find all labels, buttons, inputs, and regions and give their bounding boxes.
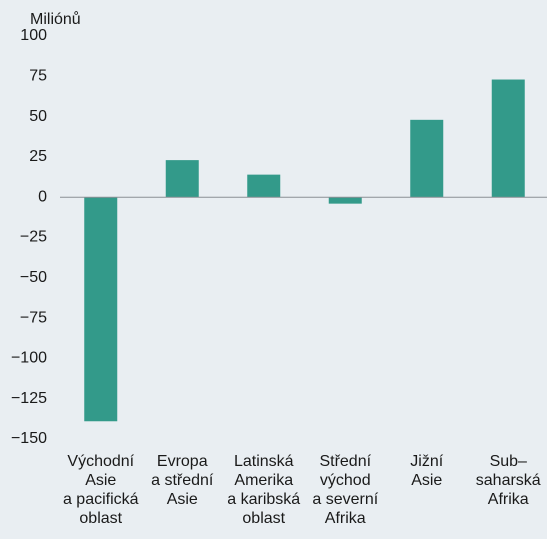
y-tick-label: 25 <box>29 148 47 165</box>
bar <box>247 174 281 198</box>
y-tick-label: −75 <box>20 309 47 326</box>
bar <box>165 160 199 198</box>
y-tick-label: 50 <box>29 108 47 125</box>
x-tick-label: Evropa a střední Asie <box>151 453 214 508</box>
bar <box>84 197 118 422</box>
y-tick-label: 100 <box>20 27 47 44</box>
x-tick-label: Latinská Amerika a karibská oblast <box>227 453 301 527</box>
y-tick-label: −100 <box>11 350 47 367</box>
y-tick-label: −50 <box>20 269 47 286</box>
x-tick-label: Sub– saharská Afrika <box>475 453 541 508</box>
y-tick-label: 75 <box>29 68 47 85</box>
bar <box>328 197 362 204</box>
bar <box>410 119 444 198</box>
y-axis-label: Miliónů <box>30 10 81 28</box>
x-tick-label: Jižní Asie <box>410 453 444 489</box>
y-tick-label: −25 <box>20 229 47 246</box>
y-tick-label: −125 <box>11 390 47 407</box>
y-tick-label: −150 <box>11 430 47 447</box>
x-tick-label: Východní Asie a pacifická oblast <box>62 453 139 527</box>
bar <box>491 79 525 198</box>
y-tick-label: 0 <box>38 188 47 205</box>
x-tick-label: Střední východ a severní Afrika <box>312 453 379 527</box>
